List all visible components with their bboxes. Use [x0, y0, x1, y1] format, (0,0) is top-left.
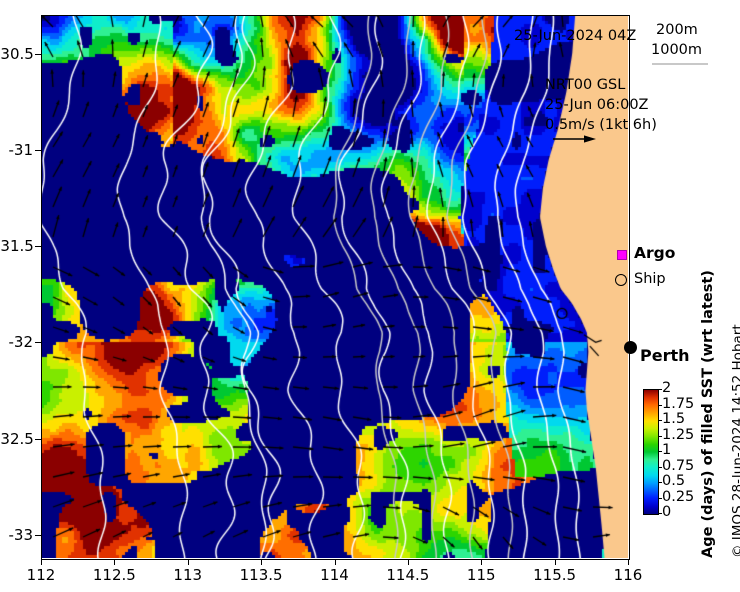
x-tick [334, 559, 336, 565]
y-tick [35, 149, 41, 151]
y-tick [35, 53, 41, 55]
ship-marker-icon [615, 274, 627, 286]
current-source-time: 25-Jun 06:00Z [545, 97, 649, 113]
y-tick-label: -32.5 [0, 429, 34, 448]
x-tick [628, 559, 629, 565]
date-stamp: 25-Jun-2024 04Z [514, 28, 637, 44]
x-tick [114, 559, 116, 565]
colorbar-tick [658, 466, 662, 468]
y-tick [35, 246, 41, 248]
x-tick-label: 112 [26, 566, 56, 584]
colorbar-tick [658, 389, 662, 390]
argo-legend-label: Argo [634, 244, 676, 262]
copyright-notice: © IMOS 28-Jun-2024 14:52 Hobart [730, 324, 740, 558]
reference-vector-arrow [553, 135, 596, 143]
colorbar-tick-label: 0.5 [662, 473, 686, 489]
x-tick-label: 115 [466, 566, 496, 584]
x-tick [481, 559, 483, 565]
y-tick-label: -31.5 [0, 237, 34, 256]
perth-city-marker [624, 341, 637, 354]
y-tick [35, 438, 41, 440]
colorbar-tick-label: 0.25 [662, 488, 695, 505]
colorbar-tick-label: 1.75 [662, 395, 695, 412]
colorbar-tick [658, 420, 662, 421]
x-tick-label: 112.5 [92, 566, 136, 584]
contour-label-1000m: 1000m [651, 42, 703, 58]
argo-marker-icon [617, 250, 627, 260]
colorbar-tick-label: 1.5 [662, 411, 686, 427]
x-tick [261, 559, 263, 565]
colorbar-tick [658, 404, 662, 406]
y-tick [35, 534, 41, 536]
current-source-name: NRT00 GSL [545, 77, 626, 93]
colorbar-tick [658, 482, 662, 483]
y-tick-label: -31 [8, 140, 34, 159]
x-tick [554, 559, 556, 565]
x-tick-label: 115.5 [533, 566, 577, 584]
colorbar-tick [658, 435, 662, 437]
y-tick-label: -33 [8, 525, 34, 544]
map-plot-area[interactable] [41, 15, 628, 558]
contour-label-200m: 200m [656, 22, 698, 38]
colorbar-tick-label: 2 [662, 380, 672, 396]
colorbar-tick-label: 0.75 [662, 457, 695, 474]
y-axis: -30.5 -31 -31.5 -32 -32.5 -33 [0, 0, 34, 592]
colorbar-tick [658, 451, 662, 452]
x-tick-label: 113 [173, 566, 203, 584]
sst-age-raster [41, 15, 628, 558]
x-tick-label: 114.5 [386, 566, 430, 584]
y-tick [35, 342, 41, 344]
perth-city-label: Perth [640, 346, 690, 365]
colorbar-tick-label: 0 [662, 504, 672, 520]
x-tick-label: 116 [613, 566, 643, 584]
ship-legend-label: Ship [634, 271, 666, 287]
contour-legend-rule [652, 63, 708, 65]
colorbar-tick-label: 1.25 [662, 426, 695, 443]
x-tick-label: 114 [320, 566, 349, 584]
y-tick-label: -32 [8, 333, 34, 352]
y-tick-label: -30.5 [0, 44, 34, 63]
colorbar-tick [658, 513, 662, 514]
colorbar-tick [658, 497, 662, 499]
x-tick [41, 559, 42, 565]
colorbar-tick-label: 1 [662, 442, 672, 458]
colorbar-title: Age (days) of filled SST (wrt latest) [700, 270, 716, 558]
x-tick [407, 559, 409, 565]
x-tick [187, 559, 189, 565]
current-reference-speed: 0.5m/s (1kt 6h) [545, 117, 657, 133]
x-tick-label: 113.5 [239, 566, 283, 584]
colorbar [643, 389, 659, 515]
